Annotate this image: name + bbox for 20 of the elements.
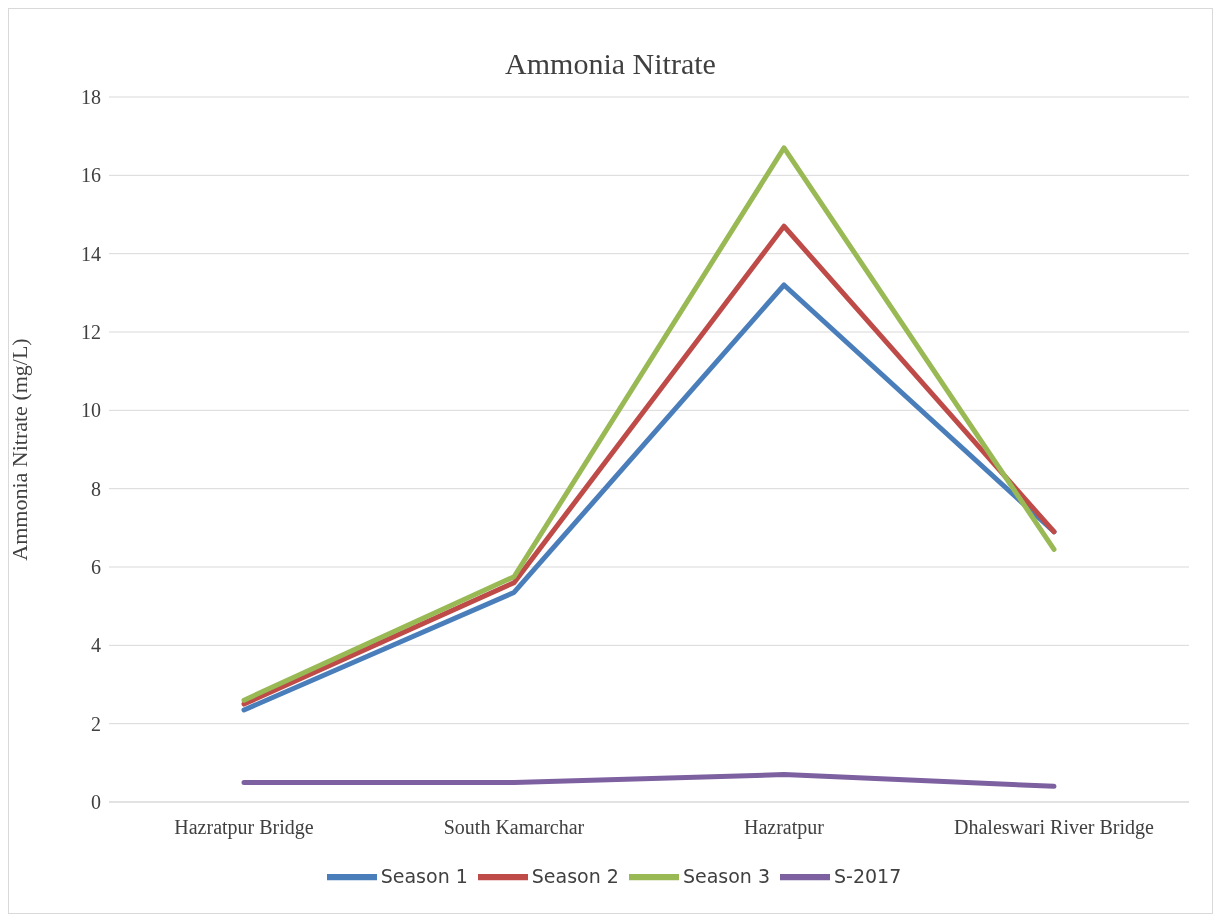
chart-title: Ammonia Nitrate	[504, 46, 717, 82]
y-tick-label: 14	[81, 242, 101, 265]
x-tick-label: Hazratpur Bridge	[174, 816, 314, 840]
x-tick-label: Hazratpur	[744, 816, 825, 840]
y-axis-title: Ammonia Nitrate (mg/L)	[6, 338, 32, 561]
y-tick-label: 10	[81, 399, 101, 422]
y-tick-label: 8	[91, 477, 101, 500]
y-tick-label: 0	[91, 791, 101, 814]
y-tick-label: 12	[81, 321, 101, 344]
y-tick-label: 4	[91, 634, 101, 657]
y-tick-label: 6	[91, 556, 101, 579]
y-tick-label: 2	[91, 712, 101, 735]
legend-label: Season 2	[531, 864, 619, 887]
x-tick-label: Dhaleswari River Bridge	[954, 816, 1155, 840]
x-tick-label: South Kamarchar	[443, 816, 585, 839]
y-tick-label: 16	[81, 164, 101, 187]
legend-label: Season 1	[380, 864, 468, 887]
y-tick-label: 18	[81, 86, 101, 109]
legend-label: S-2017	[834, 864, 902, 887]
legend-label: Season 3	[682, 864, 770, 887]
